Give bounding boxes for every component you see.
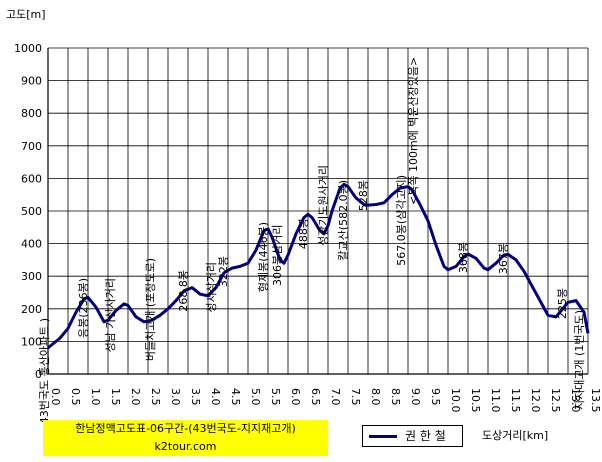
x-tick-label: 0.0 bbox=[49, 388, 62, 406]
annotation-label: 268.8봉 bbox=[177, 270, 190, 312]
x-tick-label: 8.5 bbox=[389, 388, 402, 406]
annotation-label: 성광기도원사거리 bbox=[317, 165, 330, 246]
x-tick-label: 11.5 bbox=[509, 388, 522, 413]
y-tick-label: 1000 bbox=[14, 42, 42, 55]
x-tick-label: 3.0 bbox=[169, 388, 182, 406]
annotation-label: 567.0봉(삼각고지) bbox=[395, 175, 408, 266]
x-tick-label: 9.5 bbox=[429, 388, 442, 406]
y-axis-title: 고도[m] bbox=[6, 8, 46, 21]
annotation-label: 43번국도 통산아파트 ) bbox=[38, 318, 51, 424]
legend-swatch bbox=[369, 435, 397, 438]
annotation-label: 368봉 bbox=[457, 242, 470, 273]
y-tick-label: 300 bbox=[21, 270, 42, 283]
y-tick-label: 0 bbox=[35, 368, 42, 381]
series-line-elevation bbox=[47, 182, 590, 350]
x-tick-label: 13.5 bbox=[589, 388, 602, 413]
y-tick-label: 500 bbox=[21, 205, 42, 218]
x-tick-label: 1.5 bbox=[109, 388, 122, 406]
annotation-label: <북쪽 100m에 벽운산장있음> bbox=[407, 57, 420, 205]
annotation-label: 응봉(236봉) bbox=[77, 278, 90, 338]
annotation-label: 367봉 bbox=[497, 243, 510, 274]
x-tick-label: 8.0 bbox=[369, 388, 382, 406]
axes bbox=[47, 48, 588, 375]
chart-title-box bbox=[43, 420, 328, 456]
annotation-label: 225봉 bbox=[556, 288, 569, 319]
x-tick-label: 0.5 bbox=[69, 388, 82, 406]
x-tick-label: 13.0 bbox=[569, 388, 582, 413]
x-tick-label: 5.5 bbox=[269, 388, 282, 406]
x-tick-label: 9.0 bbox=[409, 388, 422, 406]
x-tick-label: 10.0 bbox=[449, 388, 462, 413]
x-tick-labels: 0.0 0.5 1.0 1.5 2.0 2.5 3.0 3.5 4.0 4.5 5.0 5.5 6.0 6… bbox=[49, 388, 602, 413]
legend-label: 권 한 철 bbox=[405, 429, 446, 443]
y-tick-label: 800 bbox=[21, 107, 42, 120]
chart-title: 한남정맥고도표-06구간-(43번국도-지지재고개) bbox=[75, 422, 296, 435]
x-tick-label: 12.5 bbox=[549, 388, 562, 413]
y-tick-label: 600 bbox=[21, 172, 42, 185]
y-tick-label: 900 bbox=[21, 75, 42, 88]
legend: 권 한 철 bbox=[362, 425, 463, 447]
x-axis-title: 도상거리[km] bbox=[482, 429, 549, 442]
annotation-label: 488봉 bbox=[297, 218, 310, 249]
x-tick-label: 7.5 bbox=[349, 388, 362, 406]
annotation-label: 칼교산(582.0봉) bbox=[337, 180, 350, 261]
x-tick-label: 1.0 bbox=[89, 388, 102, 406]
x-tick-label: 4.5 bbox=[229, 388, 242, 406]
annotation-label: 성서삼거리 bbox=[205, 262, 218, 313]
annotation-label: 322봉 bbox=[217, 256, 230, 287]
x-tick-label: 6.0 bbox=[289, 388, 302, 406]
y-tick-label: 200 bbox=[21, 303, 42, 316]
x-tick-label: 5.0 bbox=[249, 388, 262, 406]
x-tick-label: 10.5 bbox=[469, 388, 482, 413]
annotation-label: 지지대고개 (1번국도) bbox=[573, 310, 586, 410]
x-tick-label: 3.5 bbox=[189, 388, 202, 406]
x-tick-label: 12.0 bbox=[529, 388, 542, 413]
annotation-label: 성남 가산사거리 bbox=[104, 278, 117, 352]
annotation-label: 형제봉(446봉) bbox=[257, 222, 270, 292]
x-tick-label: 4.0 bbox=[209, 388, 222, 406]
annotation-label: 528봉 bbox=[357, 180, 370, 211]
x-tick-label: 11.0 bbox=[489, 388, 502, 413]
x-tick-label: 7.0 bbox=[329, 388, 342, 406]
x-tick-label: 2.5 bbox=[149, 388, 162, 406]
y-tick-label: 100 bbox=[21, 335, 42, 348]
annotations: 43번국도 통산아파트 ) 응봉(236봉) 성남 가산사거리 버들치고개 (포장도로… bbox=[38, 57, 586, 424]
x-tick-label: 6.5 bbox=[309, 388, 322, 406]
y-tick-label: 400 bbox=[21, 238, 42, 251]
annotation-label: 버들치고개 (포장도로) bbox=[144, 258, 157, 361]
y-tick-labels: 0 100 200 300 400 500 600 700 800 900 1000 bbox=[14, 42, 42, 381]
site-url: k2tour.com bbox=[154, 440, 217, 453]
annotation-label: 306봉삼거리 bbox=[271, 225, 284, 286]
x-tick-label: 2.0 bbox=[129, 388, 142, 406]
y-tick-label: 700 bbox=[21, 140, 42, 153]
